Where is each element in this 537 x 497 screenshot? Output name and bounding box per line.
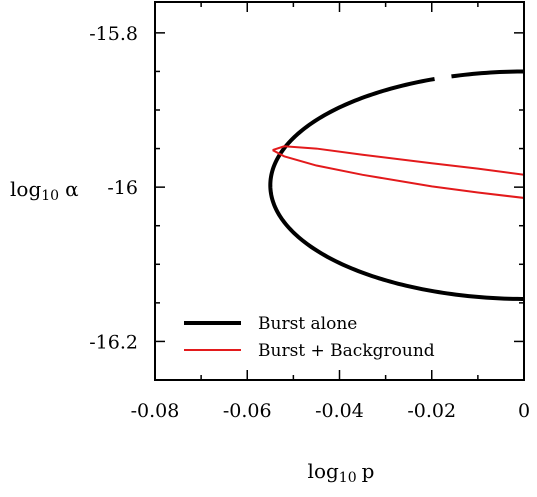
x-axis-label-symbol: p	[362, 459, 375, 483]
x-tick-label: 0	[518, 400, 530, 422]
y-tick-label: -16	[107, 177, 138, 199]
x-axis-ticks	[154, 2, 525, 380]
x-tick-label: -0.08	[131, 400, 180, 422]
y-axis-tick-labels: -15.8 -16 -16.2	[89, 23, 138, 354]
y-axis-label-symbol: α	[65, 177, 79, 201]
y-axis-ticks	[155, 32, 524, 381]
x-axis-tick-labels: -0.08 -0.06 -0.04 -0.02 0	[131, 400, 530, 422]
legend-label-burst-background: Burst + Background	[258, 341, 435, 361]
y-axis-label-subscript: 10	[41, 188, 59, 204]
y-axis-label-base: log	[10, 177, 41, 201]
legend-label-burst-alone: Burst alone	[258, 314, 357, 334]
x-tick-label: -0.04	[315, 400, 364, 422]
x-axis-label: log10 p	[308, 459, 375, 486]
x-tick-label: -0.02	[407, 400, 456, 422]
burst-background-curve	[272, 145, 524, 199]
burst-alone-curve	[268, 69, 524, 301]
plot-area	[268, 69, 524, 301]
x-axis-label-base: log	[308, 459, 339, 483]
legend: Burst alone Burst + Background	[184, 314, 435, 361]
x-tick-label: -0.06	[223, 400, 272, 422]
x-axis-label-subscript: 10	[339, 470, 357, 486]
y-tick-label: -16.2	[89, 331, 138, 353]
y-axis-label: log10 α	[10, 177, 79, 204]
y-tick-label: -15.8	[89, 23, 138, 45]
